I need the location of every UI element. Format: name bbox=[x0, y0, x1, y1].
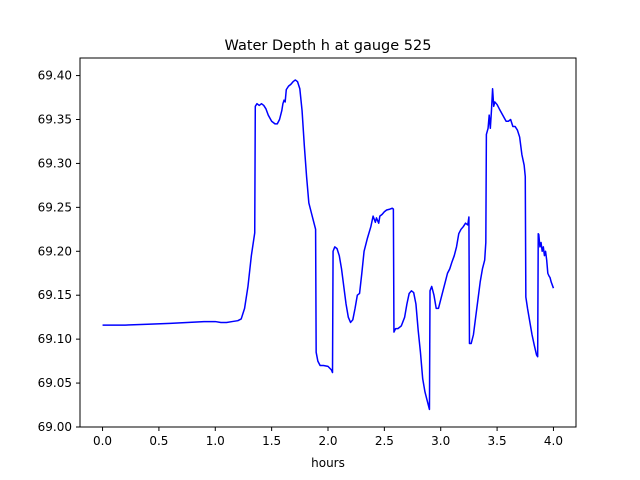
y-tick-label: 69.05 bbox=[38, 376, 72, 390]
chart-title: Water Depth h at gauge 525 bbox=[225, 38, 432, 54]
y-tick-label: 69.25 bbox=[38, 200, 72, 214]
axes-frame bbox=[79, 57, 577, 428]
x-tick-label: 0.5 bbox=[149, 434, 168, 448]
x-tick-label: 3.5 bbox=[488, 434, 507, 448]
y-tick-label: 69.00 bbox=[38, 420, 72, 434]
x-axis-label: hours bbox=[311, 456, 345, 470]
y-tick-label: 69.10 bbox=[38, 332, 72, 346]
y-tick-label: 69.40 bbox=[38, 69, 72, 83]
x-tick-label: 2.0 bbox=[318, 434, 337, 448]
x-tick-label: 2.5 bbox=[375, 434, 394, 448]
x-tick-label: 1.5 bbox=[262, 434, 281, 448]
y-tick-label: 69.35 bbox=[38, 113, 72, 127]
x-tick-label: 1.0 bbox=[206, 434, 225, 448]
series-line-water-depth bbox=[102, 79, 555, 411]
x-tick-label: 4.0 bbox=[544, 434, 563, 448]
y-tick-label: 69.15 bbox=[38, 288, 72, 302]
y-tick-label: 69.30 bbox=[38, 156, 72, 170]
x-tick-label: 3.0 bbox=[431, 434, 450, 448]
x-axis-ticks: 0.0 0.5 1.0 1.5 2.0 2.5 3.0 3.5 4.0 bbox=[93, 427, 563, 448]
y-tick-label: 69.20 bbox=[38, 244, 72, 258]
y-axis-ticks: 69.00 69.05 69.10 69.15 69.20 69.25 69.30 69.35… bbox=[38, 69, 80, 434]
plot-area bbox=[102, 79, 555, 411]
x-tick-label: 0.0 bbox=[93, 434, 112, 448]
